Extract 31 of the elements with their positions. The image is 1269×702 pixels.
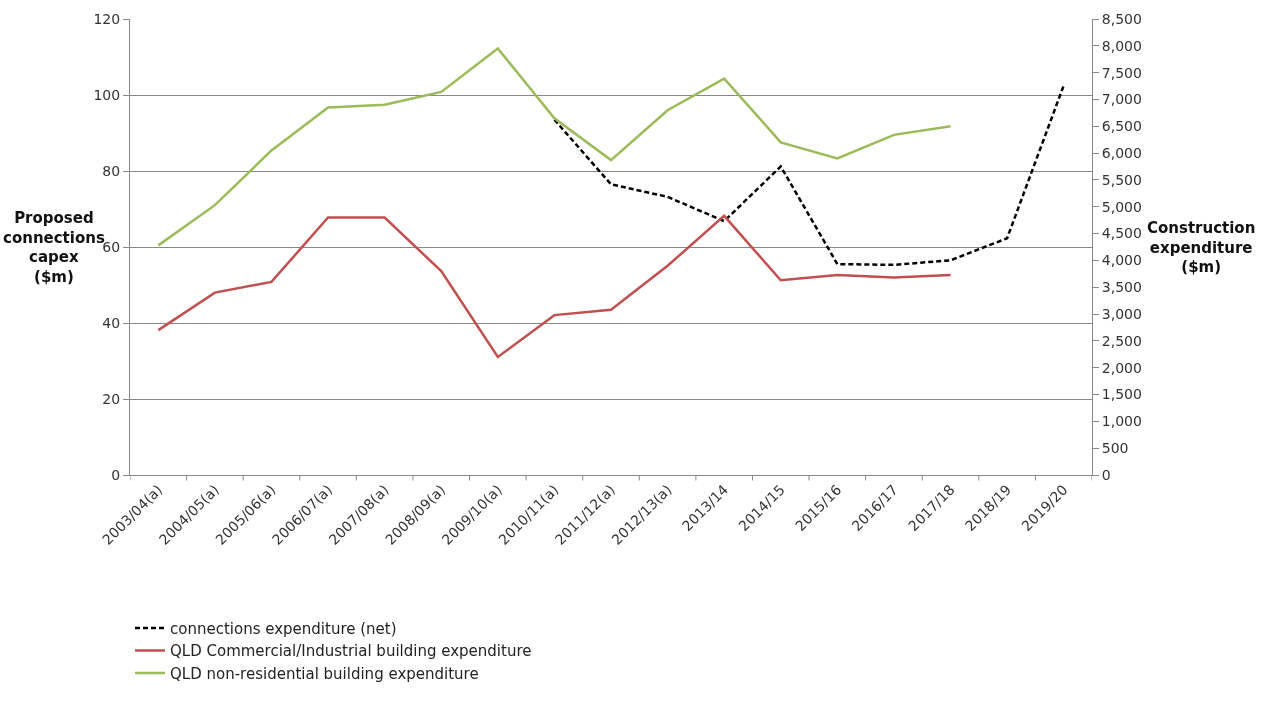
y2-tick-label: 4,000 [1101,252,1142,269]
y-tick-label: 80 [102,162,121,179]
y2-tick-label: 5,000 [1101,198,1142,215]
y2-tick-label: 3,000 [1101,305,1142,322]
y2-tick-label: 6,500 [1101,118,1142,135]
y2-tick-label: 6,000 [1101,145,1142,162]
y2-tick-label: 3,500 [1101,279,1142,296]
y2-tick-label: 7,000 [1101,91,1142,108]
line-series [157,47,952,247]
y2-tick-label: 4,500 [1101,225,1142,242]
y2-tick-label: 2,000 [1101,359,1142,376]
y-tick-label: 20 [102,390,121,407]
y-tick-label: 120 [93,10,121,27]
y2-tick-label: 1,500 [1101,386,1142,403]
legend-label: QLD Commercial/Industrial building expenditure [170,642,532,661]
y2-tick-label: 1,000 [1101,413,1142,430]
y-tick-label: 40 [102,314,121,331]
y2-tick-label: 0 [1101,466,1111,483]
y2-tick-label: 500 [1101,440,1129,457]
y2-tick-label: 5,500 [1101,171,1142,188]
y2-tick-label: 8,000 [1101,37,1142,54]
y2-tick-label: 7,500 [1101,64,1142,81]
y2-tick-label: 8,500 [1101,10,1142,27]
y-tick-label: 0 [111,466,121,483]
line-series [553,84,1065,267]
y2-tick-label: 2,500 [1101,332,1142,349]
legend-label: connections expenditure (net) [170,619,397,638]
y-tick-label: 100 [93,86,121,103]
line-series [157,214,952,359]
y2-axis-title: Construction expenditure ($m) [1147,219,1256,276]
legend-label: QLD non-residential building expenditure [170,664,479,683]
